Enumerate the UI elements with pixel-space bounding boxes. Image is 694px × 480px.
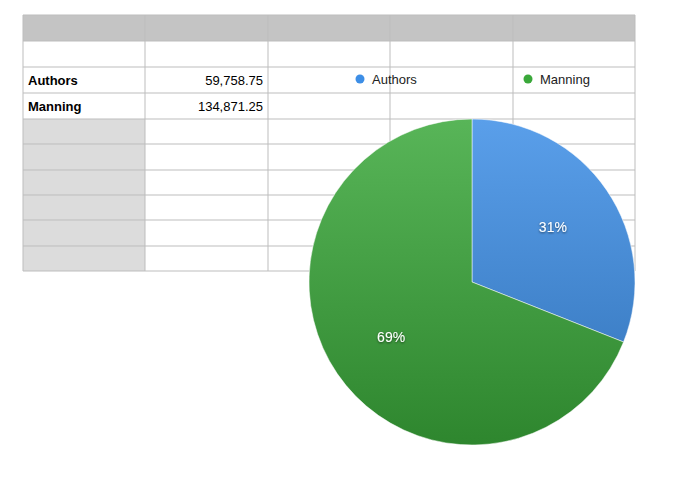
grid-col-line — [23, 15, 24, 271]
grid-col-line — [145, 15, 146, 271]
legend: Authors Manning — [356, 72, 590, 87]
legend-swatch — [524, 75, 533, 84]
grid-row-line — [23, 15, 635, 16]
pie — [309, 119, 635, 445]
data-label: 69% — [377, 329, 405, 345]
row-header-cell — [23, 220, 145, 246]
pie-slice — [309, 119, 624, 445]
grid-col-line — [635, 15, 636, 271]
grid-row-line — [23, 93, 635, 94]
data-labels: 31% 69% — [377, 219, 567, 345]
grid-col-line — [268, 15, 269, 271]
data-label: 31% — [539, 219, 567, 235]
row-header-cell — [23, 246, 145, 271]
canvas: Authors 59,758.75 Manning 134,871.25 Authors… — [0, 0, 694, 480]
legend-swatch — [356, 75, 365, 84]
row-header-cell — [23, 119, 145, 144]
header-row — [23, 15, 635, 41]
cell-value: 59,758.75 — [205, 73, 263, 88]
row-label: Manning — [28, 99, 81, 114]
row-header-cell — [23, 170, 145, 195]
row-label: Authors — [28, 73, 78, 88]
cell-value: 134,871.25 — [198, 99, 263, 114]
legend-label: Manning — [540, 72, 590, 87]
legend-label: Authors — [372, 72, 417, 87]
grid-row-line — [23, 41, 635, 42]
grid-row-line — [23, 119, 635, 120]
row-header-cell — [23, 144, 145, 170]
grid-row-line — [23, 67, 635, 68]
row-header-cell — [23, 195, 145, 220]
